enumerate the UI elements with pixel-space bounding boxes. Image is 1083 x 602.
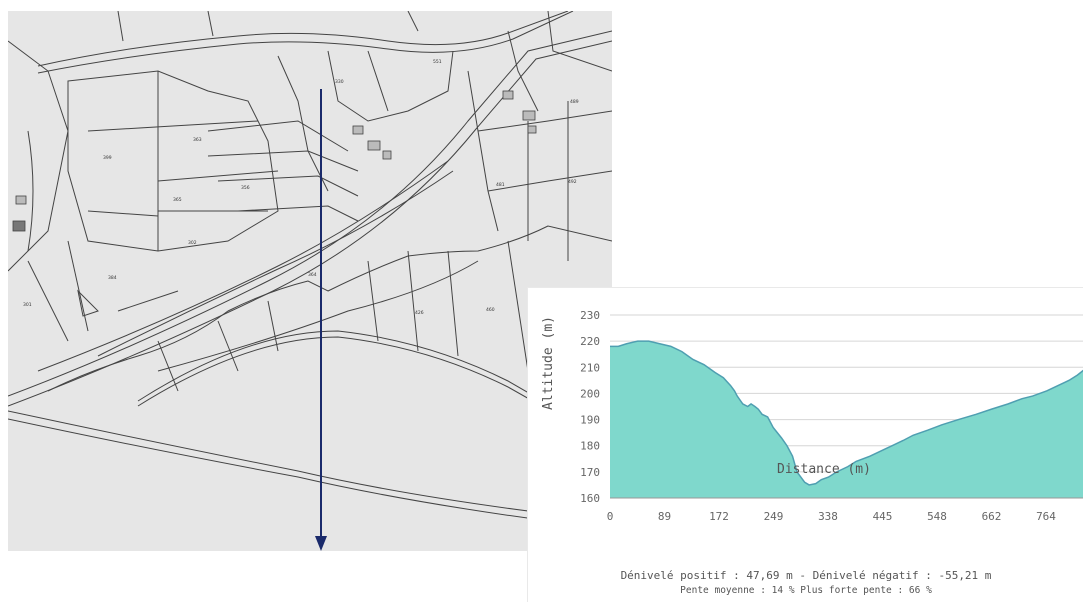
y-tick-label: 180 [580, 440, 600, 453]
y-tick-label: 210 [580, 361, 600, 374]
cadastral-map[interactable]: 330 551 363 365 356 399 302 481 492 384 … [8, 11, 612, 551]
parcel-number: 399 [103, 155, 112, 161]
y-tick-label: 170 [580, 466, 600, 479]
x-tick-label: 445 [873, 510, 893, 523]
parcel-number: 330 [335, 79, 344, 85]
parcel-number: 489 [570, 99, 579, 105]
parcel-number: 356 [241, 185, 250, 191]
slope-summary: Pente moyenne : 14 % Plus forte pente : … [680, 585, 932, 595]
elevation-profile-panel: 160 170 180 190 200 210 220 230 0 89 172 249 338 445… [527, 287, 1083, 602]
x-tick-label: 89 [658, 510, 671, 523]
x-tick-label: 172 [709, 510, 729, 523]
elevation-area [610, 341, 1083, 498]
parcel-number: 460 [486, 307, 495, 313]
x-tick-label: 0 [607, 510, 614, 523]
profile-line-arrow[interactable] [315, 89, 327, 551]
x-tick-label: 662 [982, 510, 1002, 523]
cadastral-map-canvas: 330 551 363 365 356 399 302 481 492 384 … [8, 11, 612, 551]
parcel-number: 384 [108, 275, 117, 281]
x-tick-label: 249 [764, 510, 784, 523]
parcel-number: 551 [433, 59, 442, 65]
y-axis-title: Altitude (m) [541, 316, 556, 410]
elevation-line [610, 340, 1083, 486]
elevation-gain-summary: Dénivelé positif : 47,69 m - Dénivelé né… [620, 569, 992, 582]
elevation-profile-chart: 160 170 180 190 200 210 220 230 0 89 172 249 338 445… [541, 309, 1083, 523]
x-tick-label: 764 [1036, 510, 1056, 523]
x-tick-label: 548 [927, 510, 947, 523]
y-tick-label: 230 [580, 309, 600, 322]
parcel-number: 301 [23, 302, 32, 308]
parcel-number: 365 [173, 197, 182, 203]
parcel-number: 302 [188, 240, 197, 246]
parcel-number: 492 [568, 179, 577, 185]
parcel-number: 364 [308, 272, 317, 278]
x-axis-title: Distance (m) [777, 462, 871, 477]
y-tick-label: 160 [580, 492, 600, 505]
parcel-number: 363 [193, 137, 202, 143]
y-tick-label: 200 [580, 387, 600, 400]
y-tick-label: 220 [580, 335, 600, 348]
y-tick-label: 190 [580, 414, 600, 427]
parcel-number: 481 [496, 182, 505, 188]
x-tick-label: 338 [818, 510, 838, 523]
parcel-number: 426 [415, 310, 424, 316]
